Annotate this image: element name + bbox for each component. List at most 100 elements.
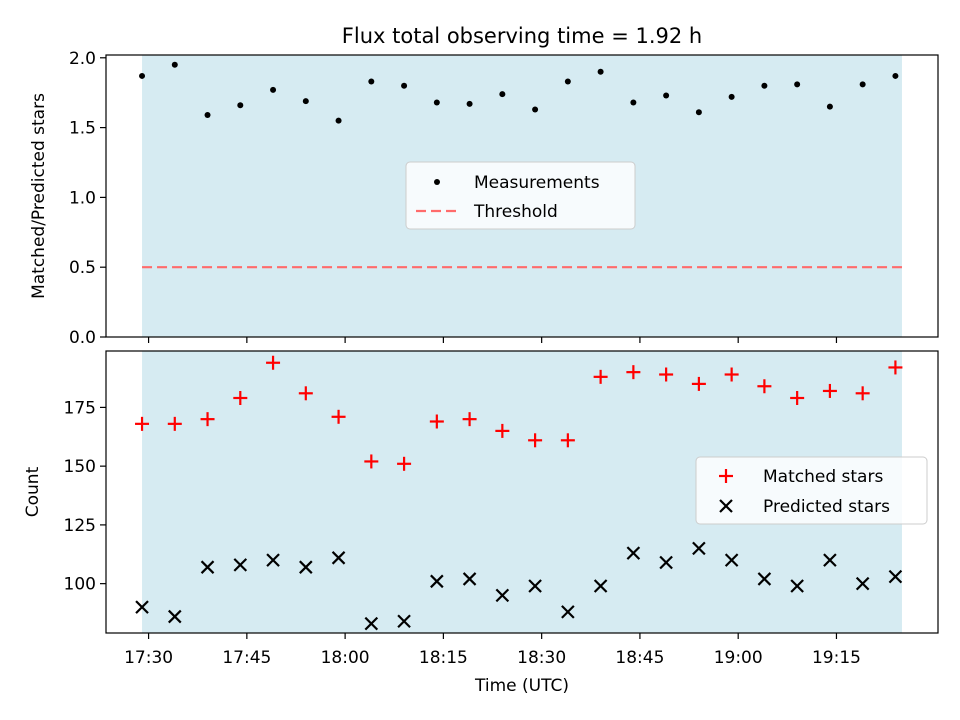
measurement-point	[695, 109, 702, 116]
matched-star-point	[429, 414, 444, 429]
matched-star-point	[822, 383, 837, 398]
ratio-panel: 0.00.51.01.52.0 Matched/Predicted stars …	[29, 49, 939, 348]
legend-predicted-marker	[719, 499, 733, 513]
ratio-y-axis-label: Matched/Predicted stars	[29, 93, 49, 299]
predicted-star-point	[495, 588, 510, 603]
x-tick-label: 19:00	[714, 648, 763, 668]
measurement-point	[761, 82, 768, 89]
measurement-point	[401, 82, 408, 89]
predicted-star-point	[790, 579, 804, 593]
legend-threshold-label: Threshold	[473, 202, 558, 222]
matched-star-point	[266, 355, 281, 370]
matched-star-point	[331, 409, 346, 424]
measurement-point	[499, 91, 506, 98]
measurement-point	[892, 72, 899, 79]
measurement-point	[302, 98, 309, 105]
matched-star-point	[659, 367, 674, 382]
matched-star-point	[528, 433, 543, 448]
predicted-stars-points	[135, 541, 903, 631]
measurement-point	[794, 81, 801, 88]
count-y-axis-label: Count	[23, 466, 43, 517]
matched-star-point	[397, 456, 412, 471]
measurement-point	[564, 78, 571, 85]
measurement-points	[139, 61, 899, 124]
measurement-point	[466, 100, 473, 107]
matched-star-point	[495, 423, 510, 438]
legend-matched-marker	[719, 469, 733, 483]
predicted-star-point	[135, 600, 149, 614]
y-tick-label: 125	[64, 516, 96, 536]
matched-star-point	[298, 386, 313, 401]
predicted-star-point	[561, 605, 575, 619]
predicted-star-point	[430, 574, 444, 589]
measurement-point	[728, 93, 735, 100]
x-tick-label: 17:45	[222, 648, 271, 668]
measurement-point	[335, 117, 342, 124]
x-tick-label: 18:30	[517, 648, 566, 668]
predicted-star-point	[757, 572, 772, 586]
predicted-star-point	[266, 553, 280, 567]
measurement-point	[237, 102, 244, 109]
matched-star-point	[888, 360, 903, 375]
ratio-x-ticks	[147, 337, 838, 343]
matched-star-point	[790, 391, 805, 405]
measurement-point	[663, 92, 670, 99]
legend-measurements-label: Measurements	[474, 173, 600, 193]
y-tick-label: 0.0	[69, 328, 96, 348]
matched-star-point	[200, 412, 215, 427]
measurement-point	[204, 112, 211, 119]
legend-predicted-label: Predicted stars	[763, 497, 890, 517]
measurement-point	[139, 72, 146, 79]
measurement-point	[597, 68, 604, 75]
measurement-point	[433, 99, 440, 106]
count-legend: Matched stars Predicted stars	[695, 456, 928, 525]
predicted-star-point	[528, 579, 542, 593]
time-x-axis: 17:30 17:45 18:00 18:15 18:30 18:45 19:00 19:15	[124, 633, 861, 668]
predicted-star-point	[168, 609, 182, 624]
predicted-star-point	[888, 569, 903, 584]
measurement-point	[368, 78, 375, 85]
ratio-y-axis: 0.0 0.5 1.0 1.5 2.0	[69, 49, 106, 348]
predicted-star-point	[299, 560, 313, 574]
x-tick-label: 19:15	[812, 648, 861, 668]
legend-matched-label: Matched stars	[763, 467, 883, 487]
predicted-star-point	[331, 551, 346, 565]
x-tick-label: 17:30	[124, 648, 173, 668]
measurement-point	[171, 61, 178, 68]
measurement-point	[270, 86, 277, 93]
count-panel-frame	[105, 350, 939, 634]
y-tick-label: 175	[64, 398, 96, 418]
predicted-star-point	[823, 553, 837, 567]
matched-star-point	[691, 376, 706, 391]
predicted-star-point	[692, 541, 706, 556]
matched-star-point	[593, 369, 608, 384]
x-tick-label: 18:15	[419, 648, 468, 668]
predicted-star-point	[659, 555, 673, 570]
matched-star-point	[855, 386, 870, 401]
y-tick-label: 1.5	[69, 119, 96, 139]
time-x-axis-label: Time (UTC)	[474, 676, 569, 696]
x-tick-label: 18:45	[615, 648, 664, 668]
measurement-point	[532, 106, 539, 113]
matched-star-point	[757, 379, 772, 394]
count-y-axis: 100 125 150 175	[64, 398, 106, 595]
predicted-star-point	[724, 553, 739, 567]
y-tick-label: 0.5	[69, 258, 96, 278]
matched-star-point	[724, 367, 739, 382]
matched-star-point	[233, 391, 248, 405]
matched-star-point	[364, 454, 379, 469]
predicted-star-point	[626, 546, 641, 560]
ratio-legend-box	[405, 161, 636, 230]
y-tick-label: 1.0	[69, 188, 96, 208]
ratio-legend: Measurements Threshold	[405, 161, 636, 230]
ratio-panel-frame	[105, 54, 939, 338]
matched-star-point	[626, 365, 641, 380]
matched-stars-points	[135, 355, 903, 471]
count-panel: 100 125 150 175 17:30 17:45 18:00 18:15 18:30 18…	[23, 350, 939, 696]
predicted-star-point	[462, 572, 477, 586]
x-tick-label: 18:00	[321, 648, 370, 668]
predicted-star-point	[593, 579, 608, 593]
predicted-star-point	[233, 558, 248, 572]
y-tick-label: 2.0	[69, 49, 96, 69]
predicted-star-point	[397, 614, 411, 629]
